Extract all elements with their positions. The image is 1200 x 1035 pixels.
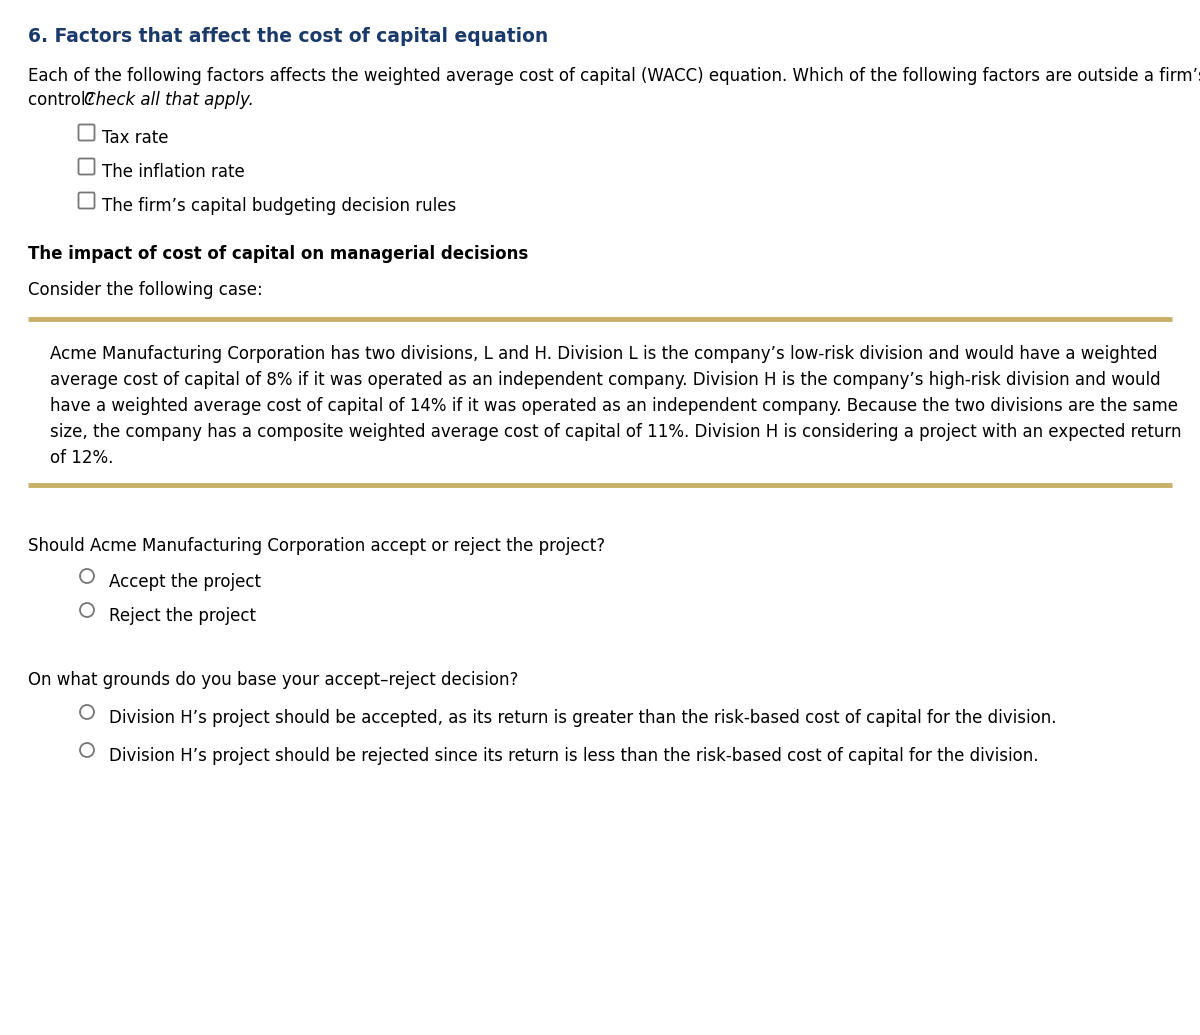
FancyBboxPatch shape bbox=[78, 158, 95, 175]
Text: Acme Manufacturing Corporation has two divisions, L and H. Division L is the com: Acme Manufacturing Corporation has two d… bbox=[50, 345, 1158, 363]
Text: Consider the following case:: Consider the following case: bbox=[28, 280, 263, 299]
FancyBboxPatch shape bbox=[78, 124, 95, 141]
Text: 6. Factors that affect the cost of capital equation: 6. Factors that affect the cost of capit… bbox=[28, 27, 548, 46]
Text: Each of the following factors affects the weighted average cost of capital (WACC: Each of the following factors affects th… bbox=[28, 67, 1200, 85]
Circle shape bbox=[80, 603, 94, 617]
Text: On what grounds do you base your accept–reject decision?: On what grounds do you base your accept–… bbox=[28, 671, 518, 689]
Text: control?: control? bbox=[28, 91, 100, 109]
Circle shape bbox=[80, 705, 94, 719]
Text: average cost of capital of 8% if it was operated as an independent company. Divi: average cost of capital of 8% if it was … bbox=[50, 371, 1160, 389]
Text: Division H’s project should be accepted, as its return is greater than the risk-: Division H’s project should be accepted,… bbox=[109, 709, 1056, 727]
Text: Check all that apply.: Check all that apply. bbox=[84, 91, 254, 109]
Circle shape bbox=[80, 743, 94, 757]
Text: The impact of cost of capital on managerial decisions: The impact of cost of capital on manager… bbox=[28, 245, 528, 263]
Text: Division H’s project should be rejected since its return is less than the risk-b: Division H’s project should be rejected … bbox=[109, 747, 1038, 765]
Text: Reject the project: Reject the project bbox=[109, 607, 256, 625]
Circle shape bbox=[80, 569, 94, 583]
Text: of 12%.: of 12%. bbox=[50, 449, 113, 467]
Text: Should Acme Manufacturing Corporation accept or reject the project?: Should Acme Manufacturing Corporation ac… bbox=[28, 537, 605, 555]
Text: Accept the project: Accept the project bbox=[109, 573, 262, 591]
Text: The inflation rate: The inflation rate bbox=[102, 162, 245, 181]
Text: have a weighted average cost of capital of 14% if it was operated as an independ: have a weighted average cost of capital … bbox=[50, 397, 1178, 415]
Text: size, the company has a composite weighted average cost of capital of 11%. Divis: size, the company has a composite weight… bbox=[50, 423, 1182, 441]
FancyBboxPatch shape bbox=[78, 193, 95, 208]
Text: The firm’s capital budgeting decision rules: The firm’s capital budgeting decision ru… bbox=[102, 197, 456, 215]
Text: Tax rate: Tax rate bbox=[102, 129, 168, 147]
